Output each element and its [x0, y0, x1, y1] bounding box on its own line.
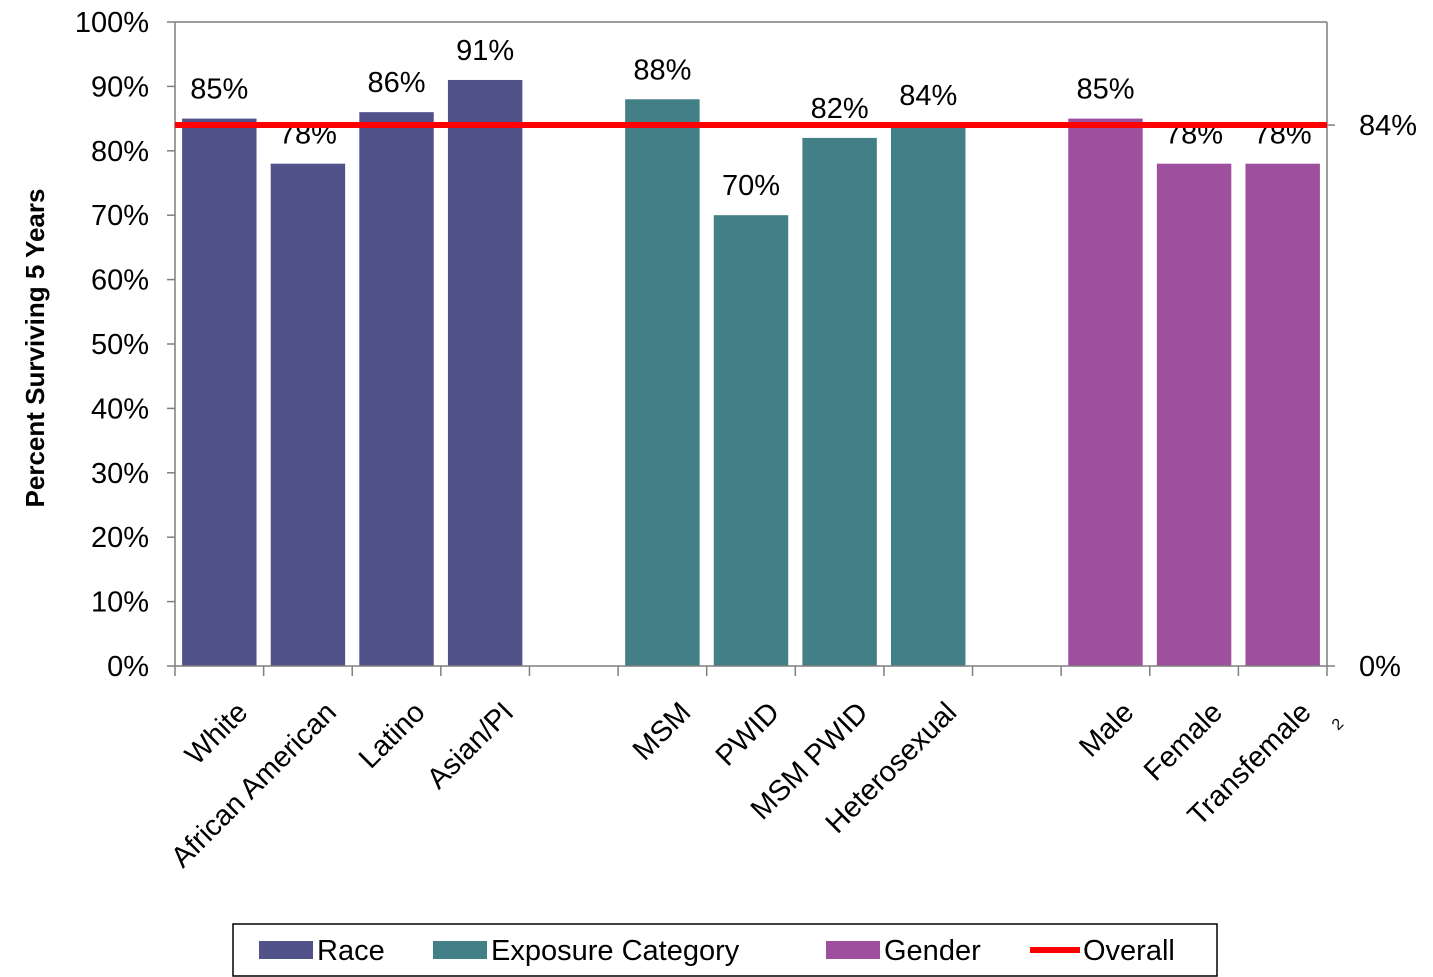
- bar: [625, 99, 700, 666]
- bar: [1068, 118, 1143, 667]
- bar: [270, 163, 346, 666]
- y-axis-title: Percent Surviving 5 Years: [20, 189, 50, 508]
- bar: [359, 112, 434, 666]
- y-tick-label: 0%: [107, 651, 149, 683]
- data-label: 70%: [722, 170, 780, 202]
- y-tick-label: 50%: [91, 329, 149, 361]
- bar: [1156, 163, 1232, 666]
- legend-label: Gender: [884, 935, 981, 967]
- y-tick-label: 20%: [91, 522, 149, 554]
- data-label: 85%: [190, 74, 248, 106]
- data-label: 91%: [456, 35, 514, 67]
- y-tick-label: 40%: [91, 393, 149, 425]
- data-label: 86%: [368, 67, 426, 99]
- legend-label: Overall: [1083, 935, 1175, 967]
- y-tick-label: 80%: [91, 136, 149, 168]
- y-tick-label: 30%: [91, 458, 149, 490]
- legend-swatch: [433, 941, 487, 959]
- legend-label: Race: [317, 935, 385, 967]
- y-tick-label: 10%: [91, 587, 149, 619]
- category-label: Male: [1073, 696, 1140, 763]
- data-label: 88%: [633, 54, 691, 86]
- bar: [891, 125, 966, 667]
- category-label: MSM: [627, 696, 697, 766]
- legend-swatch: [259, 941, 313, 959]
- bar: [713, 215, 789, 666]
- legend: Race Exposure Category Gender Overall: [232, 923, 1218, 977]
- data-label: 85%: [1076, 74, 1134, 106]
- bar: [1245, 163, 1320, 666]
- category-label: African American: [165, 696, 343, 874]
- y-tick-label: 100%: [75, 7, 149, 39]
- secondary-y-tick-label: 0%: [1359, 651, 1401, 683]
- secondary-y-tick-label: 84%: [1359, 110, 1417, 142]
- secondary-y-axis: 0% 84%: [1327, 110, 1417, 683]
- category-label: White: [179, 696, 254, 771]
- category-label: PWID: [710, 696, 786, 772]
- legend-swatch: [826, 941, 880, 959]
- data-labels: 85%78%86%91%88%70%82% 84% 85%78% 78%: [190, 35, 1311, 202]
- legend-label: Exposure Category: [491, 935, 740, 967]
- bar: [182, 118, 257, 667]
- y-axis: 0% 10% 20% 30% 40% 50% 60% 70% 80% 90% 100%: [75, 7, 1328, 683]
- bars: [182, 79, 1320, 667]
- data-label: 82%: [811, 93, 869, 125]
- y-tick-label: 90%: [91, 71, 149, 103]
- bar: [802, 137, 877, 667]
- category-label: Asian/PI: [421, 696, 520, 795]
- bar: [447, 79, 523, 666]
- y-tick-label: 60%: [91, 265, 149, 297]
- y-tick-label: 70%: [91, 200, 149, 232]
- category-label: Latino: [353, 696, 431, 774]
- data-label: 84%: [899, 80, 957, 112]
- category-footnote-mark: 2: [1329, 715, 1347, 733]
- category-label: Female: [1138, 696, 1229, 787]
